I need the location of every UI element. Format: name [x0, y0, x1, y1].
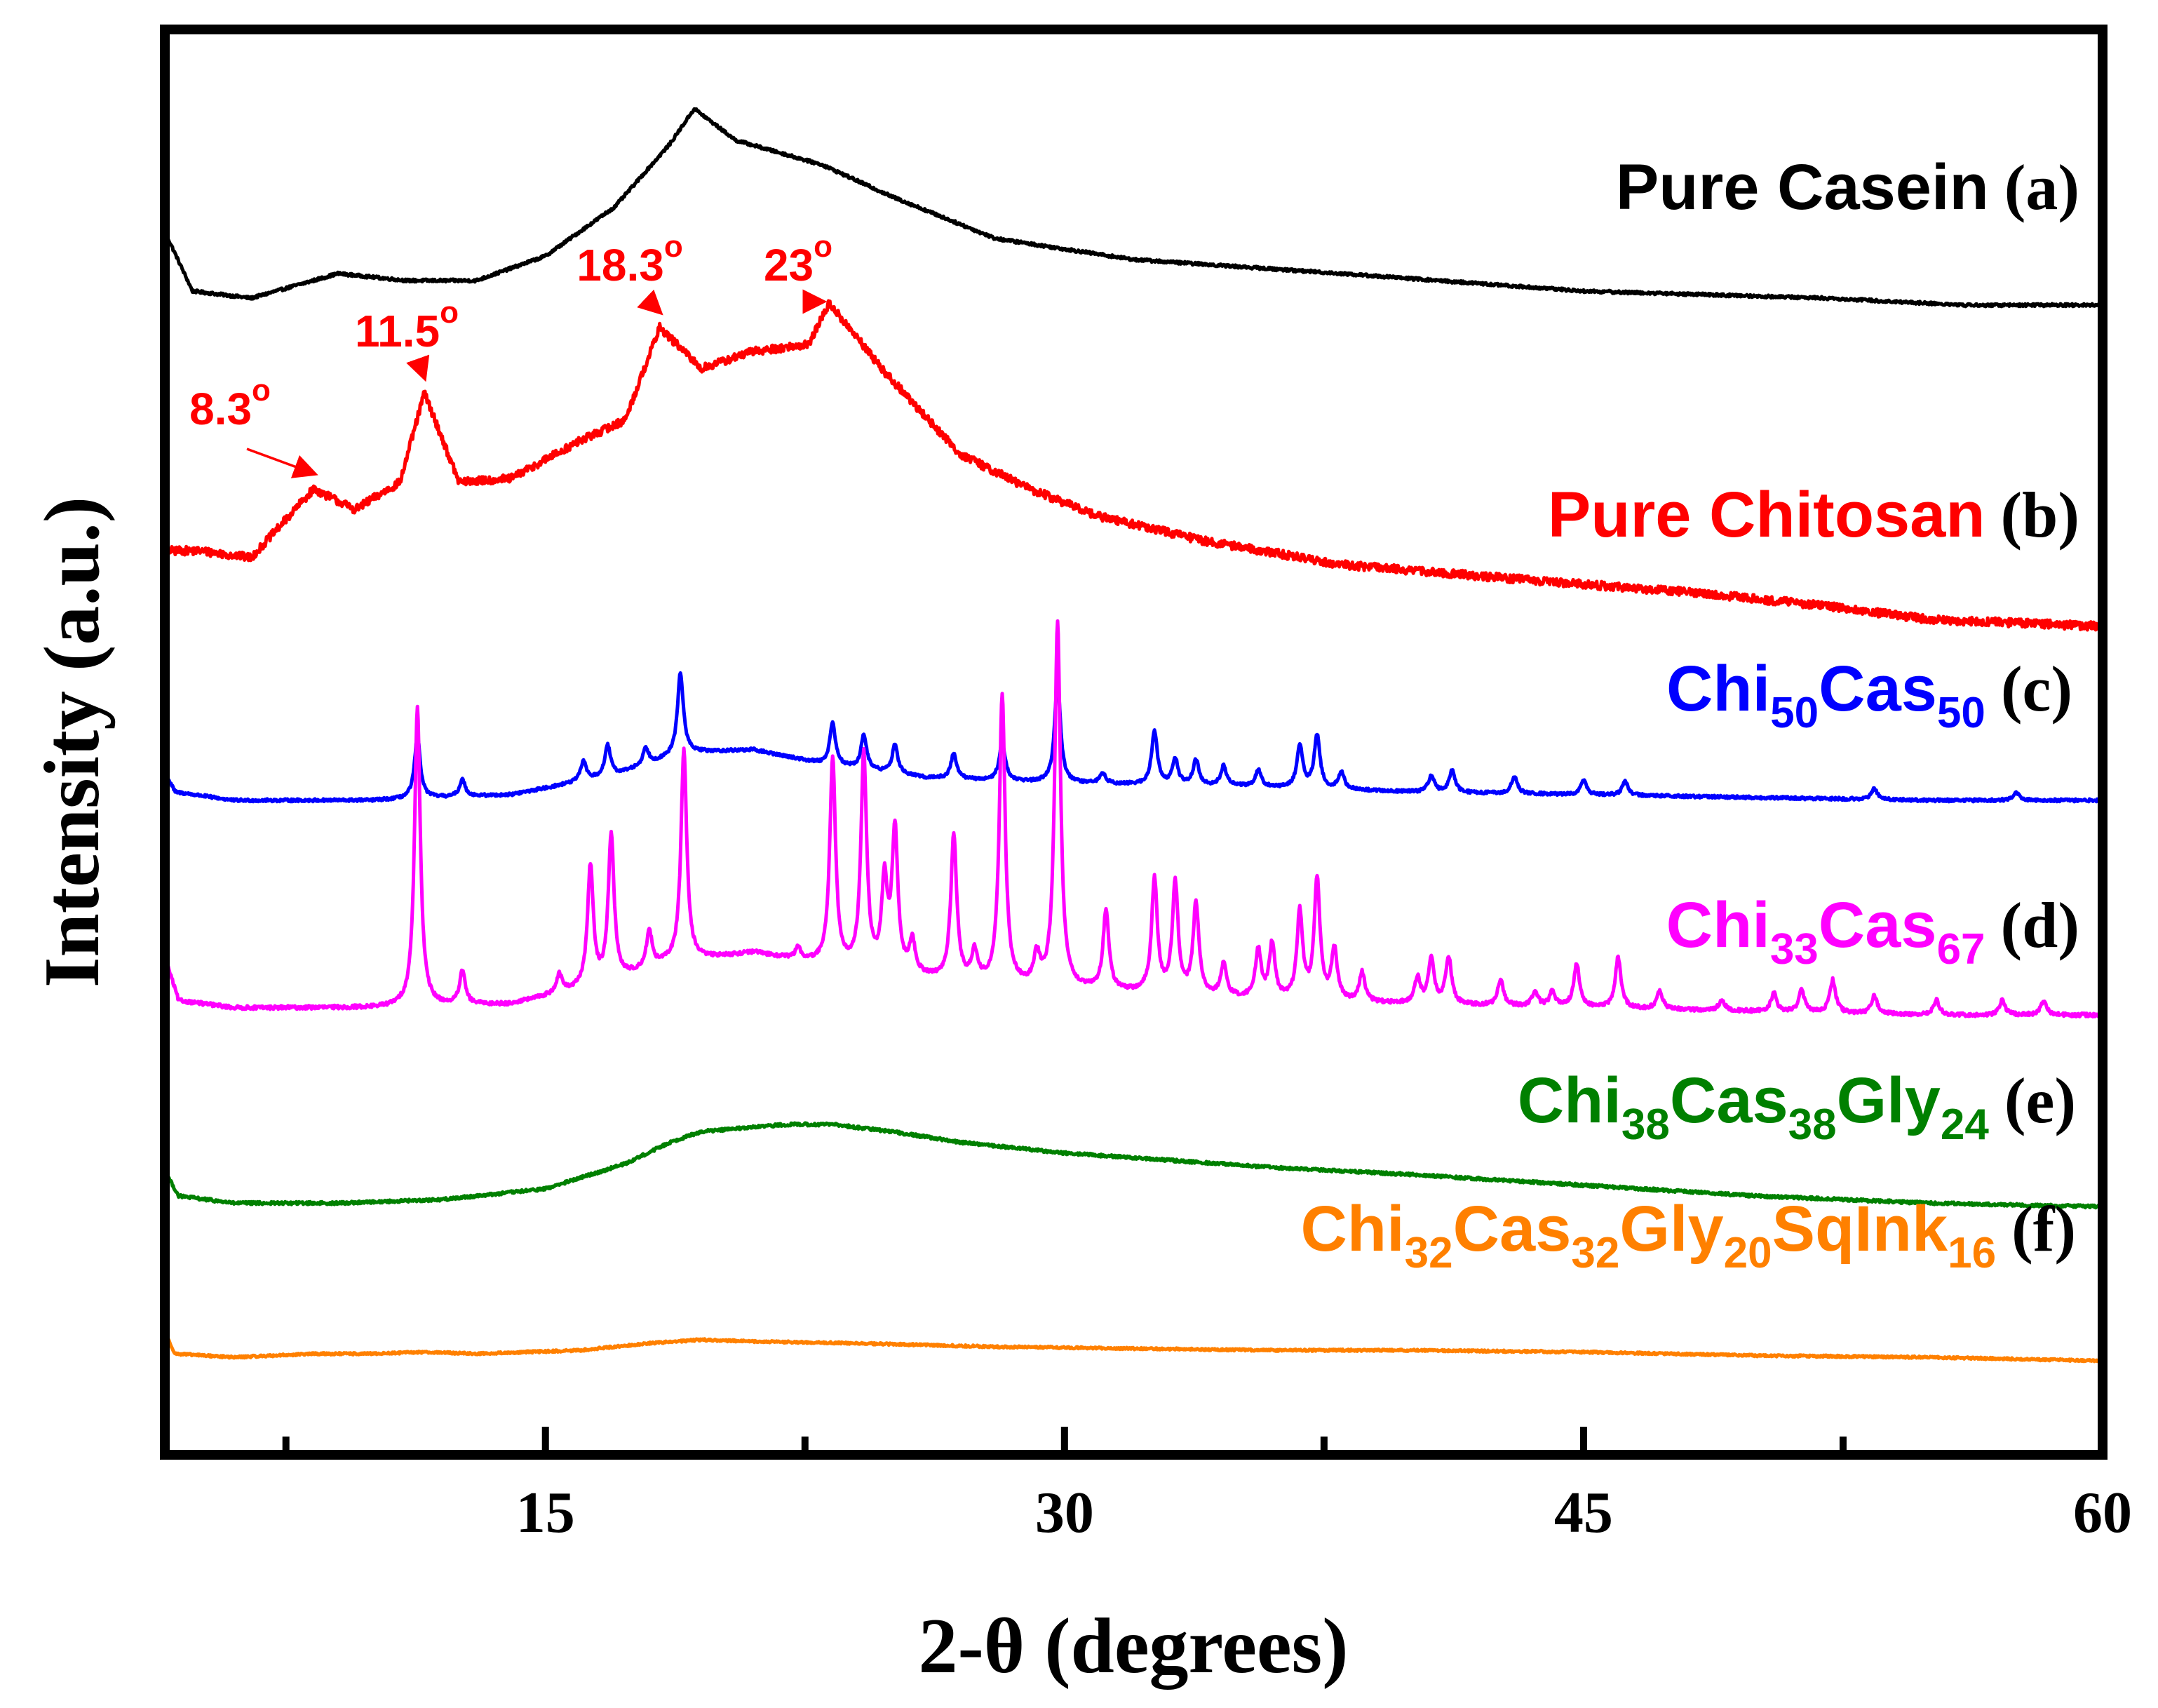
label-text: Chi	[1666, 653, 1770, 725]
x-tick-label: 15	[516, 1480, 575, 1545]
series-label-a: Pure Casein (a)	[1616, 152, 2079, 223]
label-subscript: 32	[1405, 1229, 1453, 1277]
label-text: Pure Chitosan	[1548, 479, 1985, 551]
peak-annotation: 8.3o	[189, 373, 318, 478]
series-tag-b: (b)	[2001, 479, 2079, 551]
x-tick-label: 30	[1035, 1480, 1094, 1545]
peak-arrow	[246, 448, 318, 478]
peak-annotation: 23o	[764, 229, 832, 314]
peak-annotation-label: 8.3o	[189, 373, 271, 434]
label-subscript: 32	[1571, 1229, 1619, 1277]
label-subscript: 50	[1770, 689, 1819, 737]
peak-arrow	[406, 354, 430, 382]
series-label-c: Chi50Cas50 (c)	[1666, 653, 2072, 737]
series-line-f	[163, 1331, 2104, 1364]
series-line-c	[163, 671, 2104, 804]
series-label-group-d: Chi33Cas67 (d)	[1666, 889, 2079, 974]
peak-annotation: 18.3o	[576, 229, 683, 316]
series-label-f: Chi32Cas32Gly20SqInk16 (f)	[1300, 1193, 2076, 1277]
label-subscript: 16	[1948, 1229, 1996, 1277]
label-subscript: 67	[1937, 925, 1985, 974]
peak-value: 8.3	[189, 384, 252, 434]
label-text: Cas	[1453, 1193, 1572, 1265]
label-text: Chi	[1518, 1065, 1621, 1136]
series-tag-d: (d)	[2001, 889, 2079, 961]
degree-mark: o	[664, 229, 683, 264]
series-label-group-a: Pure Casein (a)	[1616, 152, 2079, 223]
label-text: Cas	[1670, 1065, 1788, 1136]
series-tag-f: (f)	[2011, 1193, 2076, 1265]
series-label-group-f: Chi32Cas32Gly20SqInk16 (f)	[1300, 1193, 2076, 1277]
label-subscript: 33	[1770, 925, 1819, 974]
label-subscript: 24	[1941, 1101, 1989, 1149]
series-line-e	[163, 1121, 2104, 1210]
label-text: SqInk	[1772, 1193, 1948, 1265]
label-subscript: 38	[1788, 1101, 1837, 1149]
series-label-group-e: Chi38Cas38Gly24 (e)	[1518, 1065, 2076, 1149]
series-label-group-b: Pure Chitosan (b)	[1548, 479, 2079, 551]
series-tag-c: (c)	[2001, 653, 2072, 725]
series-label-e: Chi38Cas38Gly24 (e)	[1518, 1065, 2076, 1149]
label-subscript: 38	[1621, 1101, 1670, 1149]
label-text: Cas	[1819, 653, 1937, 725]
peak-annotation-label: 11.5o	[355, 295, 459, 356]
peak-arrow	[637, 289, 663, 316]
series-label-b: Pure Chitosan (b)	[1548, 479, 2079, 551]
peak-value: 11.5	[355, 306, 440, 356]
peak-annotation: 11.5o	[355, 295, 459, 382]
series-line-b	[163, 299, 2105, 632]
label-text: Chi	[1666, 889, 1770, 961]
degree-mark: o	[252, 373, 271, 408]
label-text: Cas	[1819, 889, 1937, 961]
label-text: Chi	[1300, 1193, 1404, 1265]
degree-mark: o	[814, 229, 832, 264]
x-axis-ticks: 15 30 45 60	[282, 1427, 2132, 1545]
peak-value: 23	[764, 240, 814, 290]
x-tick-label: 60	[2073, 1480, 2132, 1545]
series-label-d: Chi33Cas67 (d)	[1666, 889, 2079, 974]
label-text: Pure Casein	[1616, 152, 1989, 223]
peak-annotation-label: 18.3o	[576, 229, 682, 290]
y-axis-title: Intensity (a.u.)	[29, 497, 116, 988]
series-line-a	[163, 107, 2104, 309]
series-tag-e: (e)	[2004, 1065, 2076, 1136]
peak-value: 18.3	[576, 240, 664, 290]
x-tick-label: 45	[1554, 1480, 1613, 1545]
x-axis-title: 2-θ (degrees)	[918, 1603, 1348, 1690]
label-subscript: 20	[1724, 1229, 1772, 1277]
series-tag-a: (a)	[2004, 152, 2079, 223]
series-line-d	[163, 619, 2105, 1018]
label-subscript: 50	[1937, 689, 1985, 737]
curves-layer	[163, 107, 2105, 1364]
series-labels-layer: Pure Casein (a)Pure Chitosan (b)Chi50Cas50…	[1300, 152, 2079, 1277]
plot-frame	[160, 25, 2108, 1460]
label-text: Gly	[1619, 1193, 1723, 1265]
label-text: Gly	[1837, 1065, 1941, 1136]
degree-mark: o	[440, 295, 459, 330]
peak-annotation-label: 23o	[764, 229, 832, 290]
series-label-group-c: Chi50Cas50 (c)	[1666, 653, 2072, 737]
